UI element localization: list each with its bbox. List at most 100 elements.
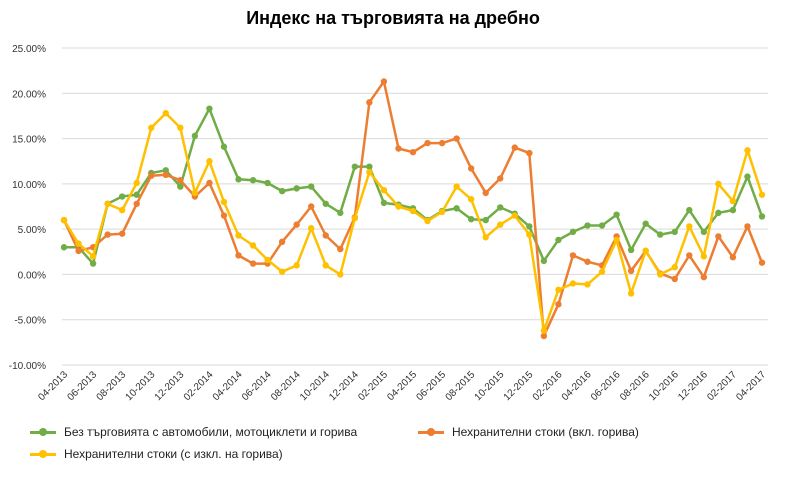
data-point bbox=[220, 212, 228, 219]
data-point bbox=[584, 281, 591, 288]
data-point bbox=[467, 196, 475, 203]
data-point bbox=[366, 168, 373, 176]
data-point bbox=[497, 204, 504, 211]
legend-label: Нехранителни стоки (с изкл. на горива) bbox=[64, 447, 283, 461]
y-tick-label: 0.00% bbox=[18, 270, 46, 281]
data-point bbox=[511, 212, 518, 219]
data-point bbox=[235, 252, 242, 259]
data-point bbox=[686, 223, 693, 230]
data-point bbox=[308, 183, 315, 190]
x-tick-label: 04-2016 bbox=[560, 369, 594, 403]
data-point bbox=[467, 165, 475, 172]
data-point bbox=[380, 199, 388, 207]
data-point bbox=[526, 149, 533, 157]
data-point bbox=[322, 262, 329, 269]
data-point bbox=[715, 209, 722, 217]
gridlines bbox=[62, 47, 768, 366]
data-point bbox=[627, 267, 635, 275]
series-line bbox=[64, 107, 764, 265]
data-point bbox=[89, 260, 97, 267]
data-point bbox=[569, 228, 577, 236]
data-point bbox=[380, 186, 388, 194]
data-point bbox=[191, 189, 199, 197]
data-point bbox=[104, 200, 111, 207]
legend-swatch-green bbox=[30, 427, 56, 436]
data-point bbox=[75, 240, 82, 247]
data-point bbox=[657, 271, 664, 278]
x-tick-label: 10-2014 bbox=[298, 369, 332, 403]
data-point bbox=[308, 203, 315, 210]
data-point bbox=[744, 147, 751, 154]
data-point bbox=[657, 231, 664, 238]
legend-item-series-1: Без търговията с автомобили, мотоциклети… bbox=[30, 425, 357, 439]
data-point bbox=[540, 257, 548, 265]
x-tick-label: 08-2016 bbox=[618, 369, 652, 403]
data-point bbox=[511, 144, 518, 151]
data-point bbox=[322, 200, 329, 207]
data-point bbox=[744, 173, 751, 180]
x-tick-label: 12-2016 bbox=[676, 369, 710, 403]
data-point bbox=[366, 99, 373, 106]
x-tick-label: 06-2016 bbox=[589, 369, 623, 403]
data-point bbox=[89, 253, 97, 260]
data-point bbox=[60, 244, 68, 251]
data-point bbox=[686, 206, 693, 214]
data-point bbox=[584, 258, 591, 265]
x-tick-label: 02-2015 bbox=[356, 369, 390, 403]
data-point bbox=[540, 327, 548, 334]
data-point bbox=[424, 217, 431, 225]
data-point bbox=[598, 222, 606, 229]
data-point bbox=[729, 197, 737, 205]
data-point bbox=[60, 216, 68, 224]
series-3 bbox=[60, 110, 766, 334]
y-tick-label: 25.00% bbox=[12, 44, 46, 55]
x-tick-label: 12-2015 bbox=[502, 369, 536, 403]
x-tick-label: 06-2015 bbox=[414, 369, 448, 403]
x-tick-label: 04-2014 bbox=[211, 369, 245, 403]
data-point bbox=[700, 253, 708, 260]
data-point bbox=[627, 290, 635, 297]
y-tick-label: -10.00% bbox=[9, 361, 46, 372]
chart-title: Индекс на търговията на дребно bbox=[246, 8, 540, 28]
data-point bbox=[395, 203, 402, 210]
data-point bbox=[555, 301, 562, 308]
data-point bbox=[409, 148, 417, 156]
data-point bbox=[351, 163, 359, 170]
data-point bbox=[482, 234, 489, 241]
data-point bbox=[497, 221, 504, 228]
x-tick-label: 08-2014 bbox=[269, 369, 303, 403]
data-point bbox=[162, 110, 169, 117]
data-point bbox=[758, 259, 766, 266]
data-point bbox=[671, 263, 678, 271]
data-point bbox=[671, 275, 678, 283]
data-point bbox=[104, 231, 111, 238]
y-tick-label: 10.00% bbox=[12, 180, 46, 191]
data-point bbox=[642, 220, 649, 227]
data-point bbox=[453, 205, 460, 212]
data-point bbox=[482, 216, 489, 224]
data-point bbox=[235, 176, 242, 183]
y-axis-ticks: 25.00% 20.00% 15.00% 10.00% 5.00% 0.00% -5.00%… bbox=[9, 44, 46, 372]
data-point bbox=[729, 254, 737, 261]
data-point bbox=[133, 179, 140, 187]
data-point bbox=[191, 132, 199, 140]
series-line bbox=[62, 111, 764, 332]
data-point bbox=[293, 185, 300, 192]
data-point bbox=[133, 200, 140, 207]
data-point bbox=[729, 206, 737, 214]
y-tick-label: -5.00% bbox=[14, 316, 46, 327]
data-point bbox=[118, 193, 126, 200]
x-axis-ticks: 04-201306-201308-201310-201312-201302-20… bbox=[36, 369, 768, 403]
x-tick-label: 02-2014 bbox=[182, 369, 216, 403]
data-point bbox=[569, 280, 577, 287]
data-point bbox=[322, 232, 329, 239]
data-point bbox=[409, 207, 417, 215]
data-point bbox=[249, 177, 257, 184]
series-1 bbox=[60, 105, 766, 267]
legend-item-series-2: Нехранителни стоки (вкл. горива) bbox=[418, 425, 639, 439]
data-point bbox=[206, 158, 213, 165]
x-tick-label: 08-2015 bbox=[444, 369, 478, 403]
x-tick-label: 06-2014 bbox=[240, 369, 274, 403]
data-point bbox=[584, 222, 591, 229]
data-point bbox=[380, 78, 388, 85]
